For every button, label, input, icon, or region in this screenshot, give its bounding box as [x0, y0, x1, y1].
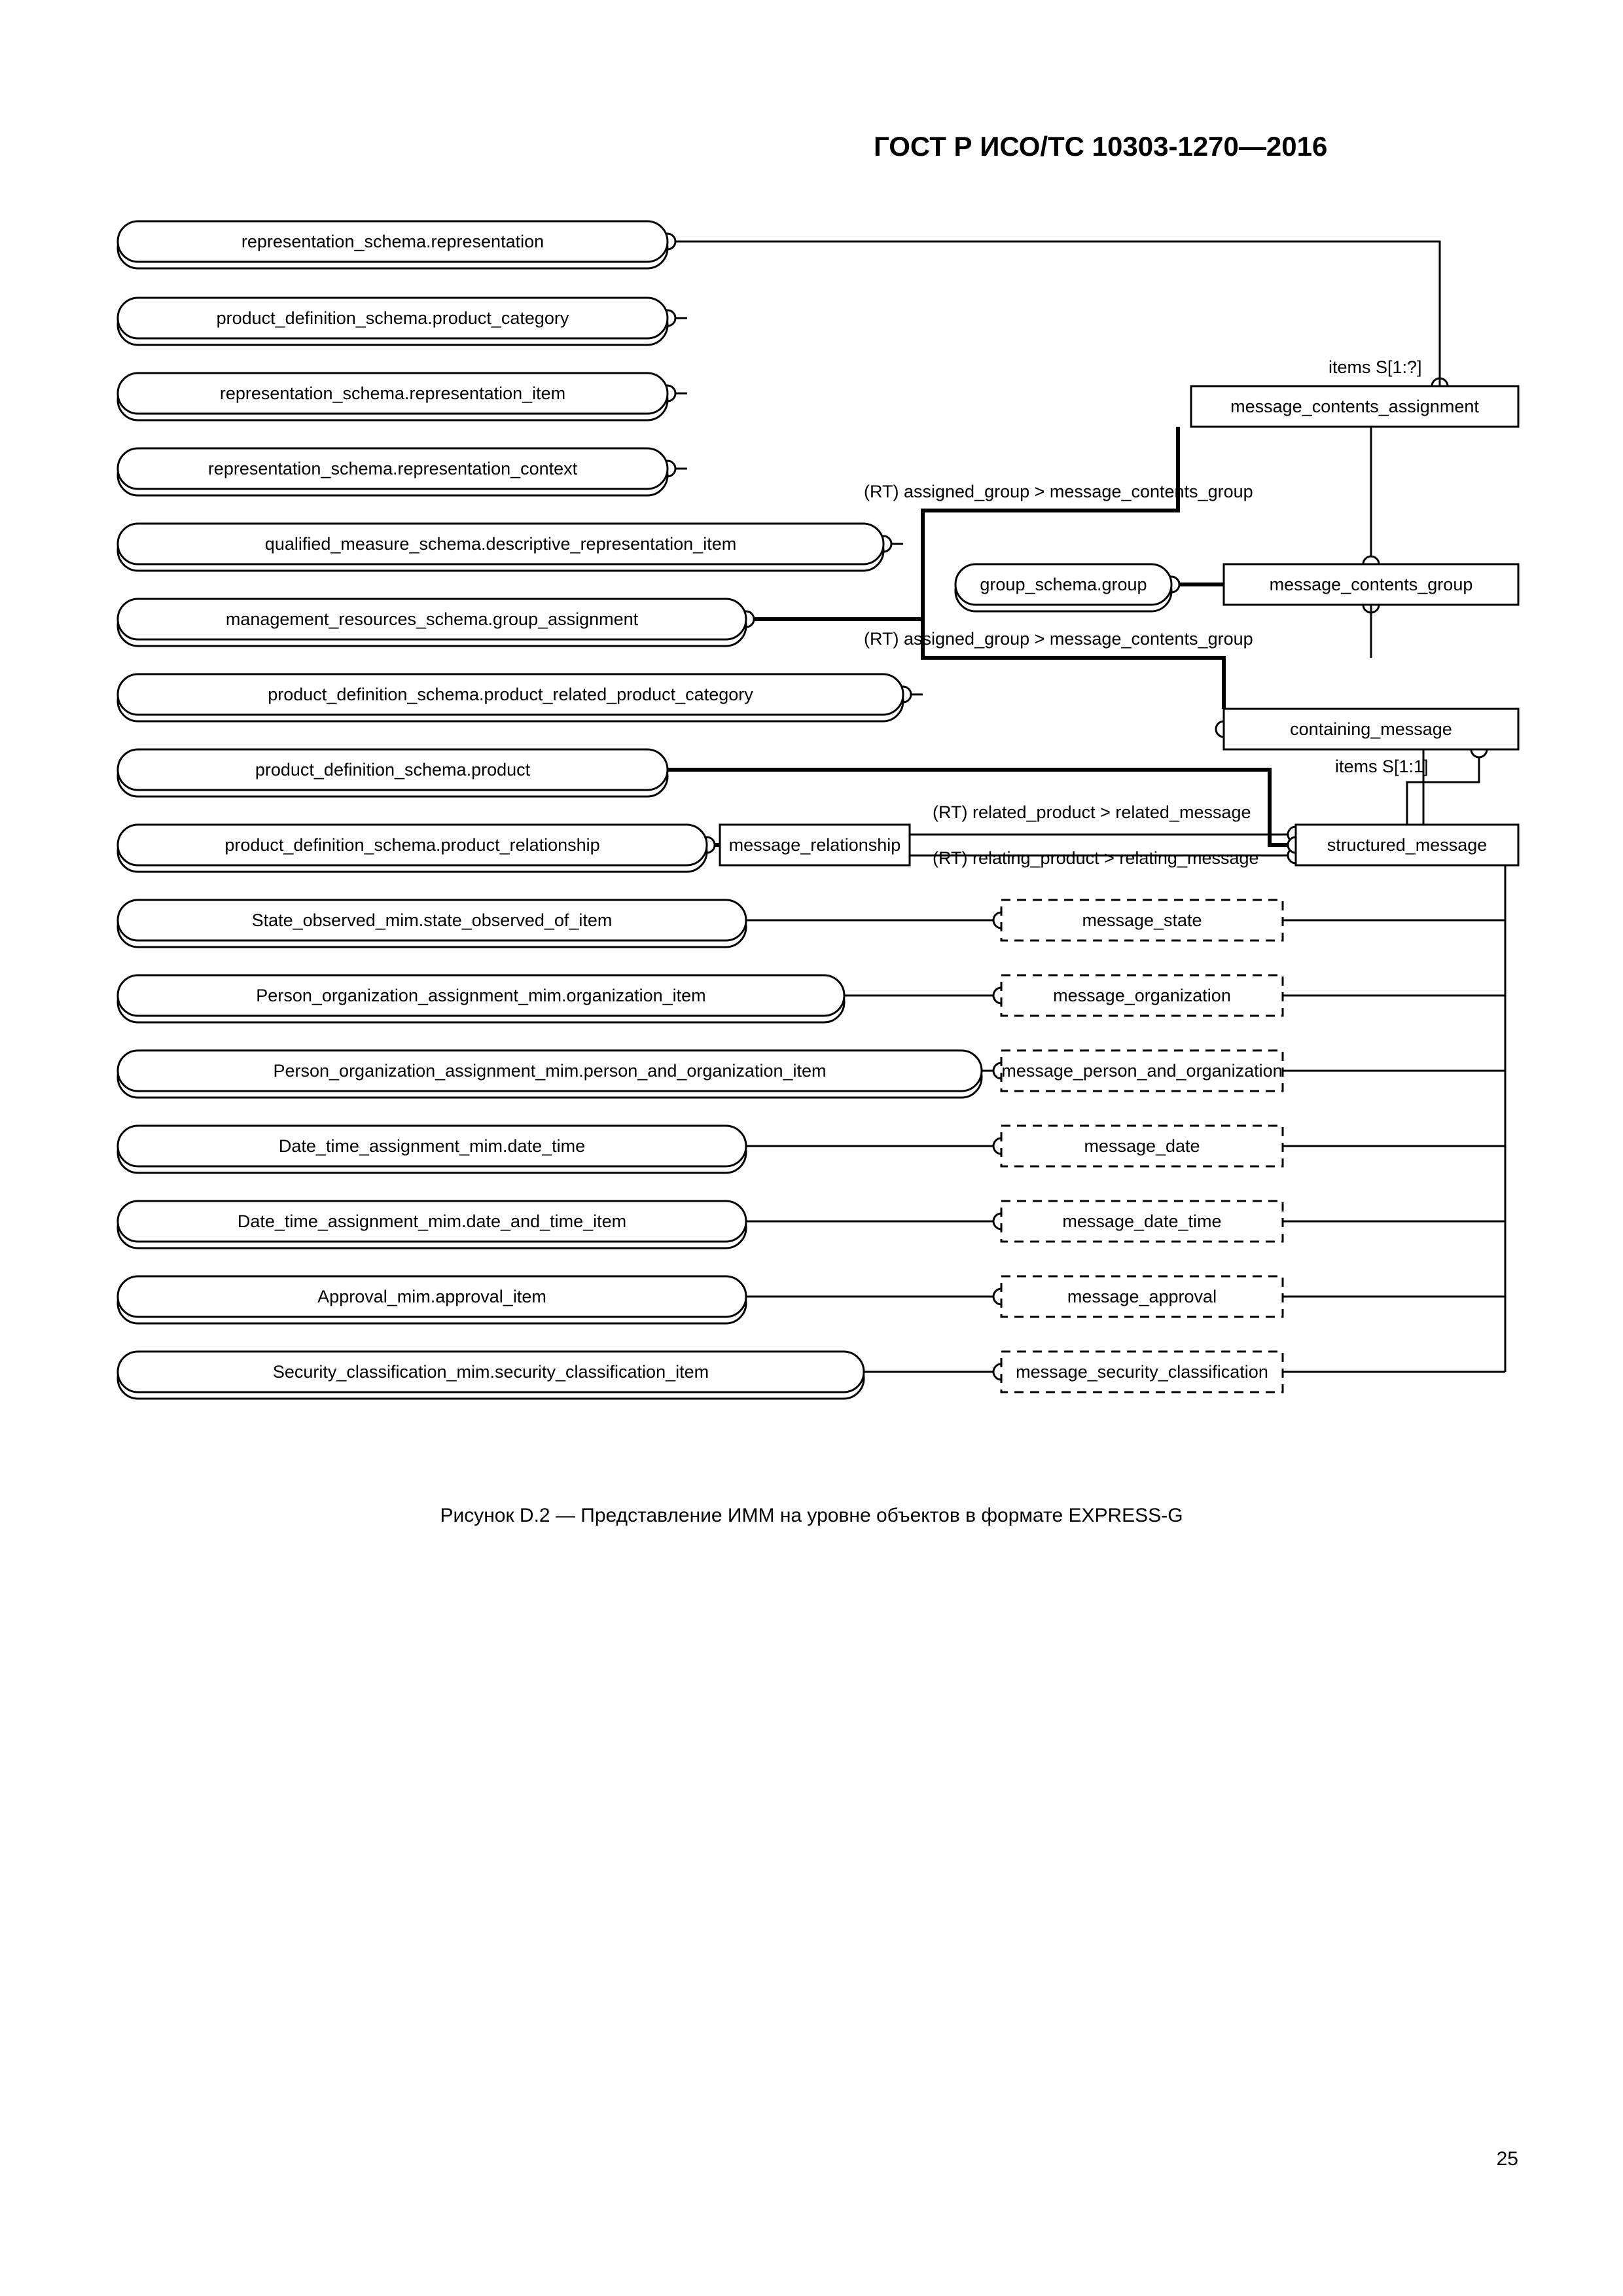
- entity-e7: product_definition_schema.product: [118, 749, 668, 797]
- page-header: ГОСТ Р ИСО/ТС 10303-1270—2016: [874, 131, 1327, 162]
- entity-e15: Security_classification_mim.security_cla…: [118, 1352, 864, 1399]
- svg-text:representation_schema.represen: representation_schema.representation_ite…: [220, 384, 565, 403]
- svg-text:message_date_time: message_date_time: [1062, 1211, 1221, 1231]
- entity-e9: State_observed_mim.state_observed_of_ite…: [118, 900, 746, 947]
- entity-e3: representation_schema.representation_con…: [118, 448, 668, 495]
- page-number: 25: [1497, 2148, 1518, 2170]
- svg-text:representation_schema.represen: representation_schema.representation: [241, 232, 544, 251]
- entity-e5: management_resources_schema.group_assign…: [118, 599, 746, 646]
- svg-text:(RT) assigned_group > message_: (RT) assigned_group > message_contents_g…: [864, 482, 1253, 501]
- svg-text:Approval_mim.approval_item: Approval_mim.approval_item: [317, 1287, 546, 1306]
- entity-e10: Person_organization_assignment_mim.organ…: [118, 975, 844, 1022]
- entity-e11: Person_organization_assignment_mim.perso…: [118, 1050, 982, 1098]
- svg-text:product_definition_schema.prod: product_definition_schema.product_catego…: [217, 308, 569, 328]
- entity-e2: representation_schema.representation_ite…: [118, 373, 668, 420]
- svg-text:representation_schema.represen: representation_schema.representation_con…: [208, 459, 578, 478]
- svg-text:message_contents_group: message_contents_group: [1270, 575, 1473, 594]
- svg-text:State_observed_mim.state_obser: State_observed_mim.state_observed_of_ite…: [252, 910, 613, 930]
- entity-e0: representation_schema.representation: [118, 221, 668, 268]
- box-m_sec: message_security_classification: [1001, 1352, 1283, 1392]
- page: representation_schema.representationprod…: [0, 0, 1623, 2296]
- svg-text:message_security_classificatio: message_security_classification: [1016, 1362, 1268, 1382]
- box-r_cm: containing_message: [1224, 709, 1518, 749]
- svg-text:message_contents_assignment: message_contents_assignment: [1230, 397, 1479, 416]
- svg-text:containing_message: containing_message: [1290, 719, 1452, 739]
- svg-text:items S[1:1]: items S[1:1]: [1335, 757, 1429, 776]
- figure-caption: Рисунок D.2 — Представление ИММ на уровн…: [440, 1505, 1183, 1526]
- svg-text:Person_organization_assignment: Person_organization_assignment_mim.organ…: [256, 986, 705, 1005]
- svg-text:message_organization: message_organization: [1053, 986, 1231, 1005]
- entity-e6: product_definition_schema.product_relate…: [118, 674, 903, 721]
- svg-text:message_person_and_organizatio: message_person_and_organization: [1001, 1061, 1282, 1081]
- box-r_mca: message_contents_assignment: [1191, 386, 1518, 427]
- box-m_state: message_state: [1001, 900, 1283, 941]
- entity-e13: Date_time_assignment_mim.date_and_time_i…: [118, 1201, 746, 1248]
- svg-text:Security_classification_mim.se: Security_classification_mim.security_cla…: [273, 1362, 709, 1382]
- svg-text:management_resources_schema.gr: management_resources_schema.group_assign…: [226, 609, 639, 629]
- entity-e4: qualified_measure_schema.descriptive_rep…: [118, 524, 883, 571]
- entity-e8: product_definition_schema.product_relati…: [118, 825, 707, 872]
- svg-text:message_relationship: message_relationship: [729, 835, 901, 855]
- box-r_mcg: message_contents_group: [1224, 564, 1518, 605]
- svg-text:message_state: message_state: [1082, 910, 1202, 930]
- svg-text:product_definition_schema.prod: product_definition_schema.product_relati…: [224, 835, 599, 855]
- box-m_date: message_date: [1001, 1126, 1283, 1166]
- svg-text:Date_time_assignment_mim.date_: Date_time_assignment_mim.date_and_time_i…: [238, 1211, 626, 1231]
- entity-m_grp: group_schema.group: [955, 564, 1171, 611]
- box-m_appr: message_approval: [1001, 1276, 1283, 1317]
- svg-text:qualified_measure_schema.descr: qualified_measure_schema.descriptive_rep…: [265, 534, 736, 554]
- box-m_org: message_organization: [1001, 975, 1283, 1016]
- svg-text:group_schema.group: group_schema.group: [980, 575, 1147, 594]
- box-r_sm: structured_message: [1296, 825, 1518, 865]
- svg-text:product_definition_schema.prod: product_definition_schema.product_relate…: [268, 685, 753, 704]
- svg-text:Person_organization_assignment: Person_organization_assignment_mim.perso…: [273, 1061, 826, 1081]
- entity-e1: product_definition_schema.product_catego…: [118, 298, 668, 345]
- svg-text:(RT) related_product > related: (RT) related_product > related_message: [933, 802, 1251, 822]
- diagram-svg: representation_schema.representationprod…: [0, 0, 1623, 2296]
- svg-text:(RT) assigned_group > message_: (RT) assigned_group > message_contents_g…: [864, 629, 1253, 649]
- box-m_dt: message_date_time: [1001, 1201, 1283, 1242]
- svg-text:items S[1:?]: items S[1:?]: [1329, 357, 1422, 377]
- box-m_msgrel: message_relationship: [720, 825, 910, 865]
- svg-text:(RT) relating_product > relati: (RT) relating_product > relating_message: [933, 848, 1259, 868]
- entity-e14: Approval_mim.approval_item: [118, 1276, 746, 1323]
- box-m_porg: message_person_and_organization: [1001, 1050, 1283, 1091]
- svg-text:message_date: message_date: [1084, 1136, 1200, 1156]
- svg-text:structured_message: structured_message: [1327, 835, 1488, 855]
- svg-text:product_definition_schema.prod: product_definition_schema.product: [255, 760, 531, 780]
- svg-text:Date_time_assignment_mim.date_: Date_time_assignment_mim.date_time: [279, 1136, 585, 1156]
- svg-text:message_approval: message_approval: [1067, 1287, 1217, 1306]
- entity-e12: Date_time_assignment_mim.date_time: [118, 1126, 746, 1173]
